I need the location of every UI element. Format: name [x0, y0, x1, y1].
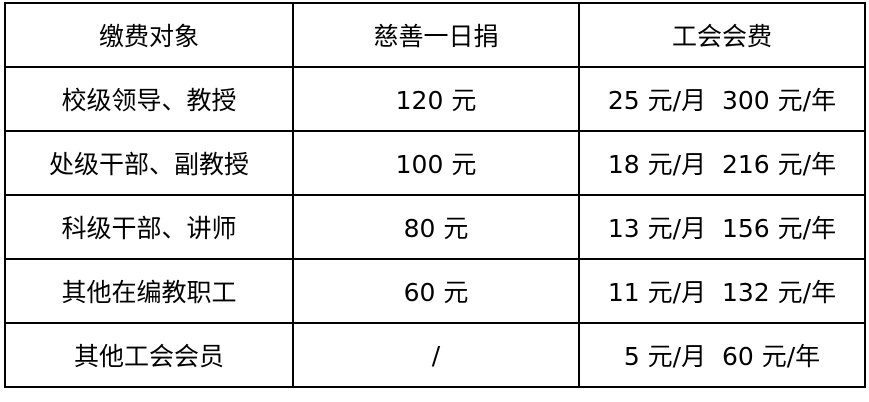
- table-cell: 科级干部、讲师: [4, 194, 294, 260]
- table-cell: 5 元/月 60 元/年: [578, 322, 866, 388]
- table-cell: 100 元: [292, 130, 580, 196]
- header-row: 缴费对象 慈善一日捐 工会会费: [4, 2, 866, 68]
- column-header: 慈善一日捐: [292, 2, 580, 68]
- fee-table: 缴费对象 慈善一日捐 工会会费 校级领导、教授 120 元 25 元/月 300 元/年处…: [4, 2, 866, 388]
- table-cell: 13 元/月 156 元/年: [578, 194, 866, 260]
- table-cell: 处级干部、副教授: [4, 130, 294, 196]
- table-row: 其他工会会员/5 元/月 60 元/年: [4, 322, 866, 388]
- table-cell: 60 元: [292, 258, 580, 324]
- table-row: 处级干部、副教授 100 元 18 元/月 216 元/年: [4, 130, 866, 196]
- table-row: 其他在编教职工 60 元 11 元/月 132 元/年: [4, 258, 866, 324]
- table-row: 校级领导、教授 120 元 25 元/月 300 元/年: [4, 66, 866, 132]
- table-cell: /: [292, 322, 580, 388]
- table-cell: 其他在编教职工: [4, 258, 294, 324]
- table-cell: 120 元: [292, 66, 580, 132]
- table-cell: 18 元/月 216 元/年: [578, 130, 866, 196]
- table-cell: 其他工会会员: [4, 322, 294, 388]
- table-cell: 11 元/月 132 元/年: [578, 258, 866, 324]
- table-row: 科级干部、讲师 80 元 13 元/月 156 元/年: [4, 194, 866, 260]
- table-cell: 80 元: [292, 194, 580, 260]
- table-cell: 25 元/月 300 元/年: [578, 66, 866, 132]
- table-cell: 校级领导、教授: [4, 66, 294, 132]
- column-header: 工会会费: [578, 2, 866, 68]
- column-header: 缴费对象: [4, 2, 294, 68]
